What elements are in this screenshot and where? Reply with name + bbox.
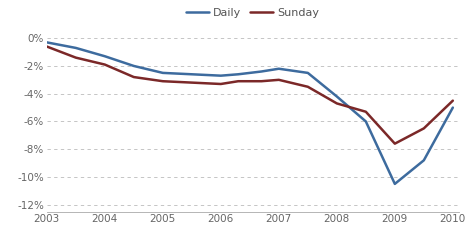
Sunday — [421, 127, 427, 130]
Sunday — [218, 82, 224, 85]
Daily — [421, 159, 427, 162]
Daily — [334, 95, 340, 98]
Sunday — [131, 75, 137, 78]
Sunday — [44, 45, 50, 48]
Line: Sunday: Sunday — [47, 47, 453, 144]
Daily — [235, 73, 241, 76]
Legend: Daily, Sunday: Daily, Sunday — [182, 3, 323, 22]
Sunday — [334, 102, 340, 105]
Daily — [363, 120, 369, 123]
Sunday — [259, 80, 264, 83]
Sunday — [363, 110, 369, 113]
Line: Daily: Daily — [47, 42, 453, 184]
Daily — [73, 46, 79, 49]
Daily — [131, 64, 137, 67]
Daily — [392, 183, 398, 186]
Daily — [276, 67, 282, 70]
Sunday — [102, 63, 108, 66]
Sunday — [305, 85, 311, 88]
Daily — [218, 74, 224, 77]
Daily — [102, 55, 108, 58]
Daily — [259, 70, 264, 73]
Sunday — [450, 99, 456, 102]
Daily — [160, 71, 166, 74]
Daily — [450, 106, 456, 109]
Daily — [44, 41, 50, 44]
Sunday — [189, 81, 195, 84]
Sunday — [235, 80, 241, 83]
Sunday — [392, 142, 398, 145]
Sunday — [276, 78, 282, 81]
Sunday — [73, 56, 79, 59]
Daily — [305, 71, 311, 74]
Sunday — [160, 80, 166, 83]
Daily — [189, 73, 195, 76]
